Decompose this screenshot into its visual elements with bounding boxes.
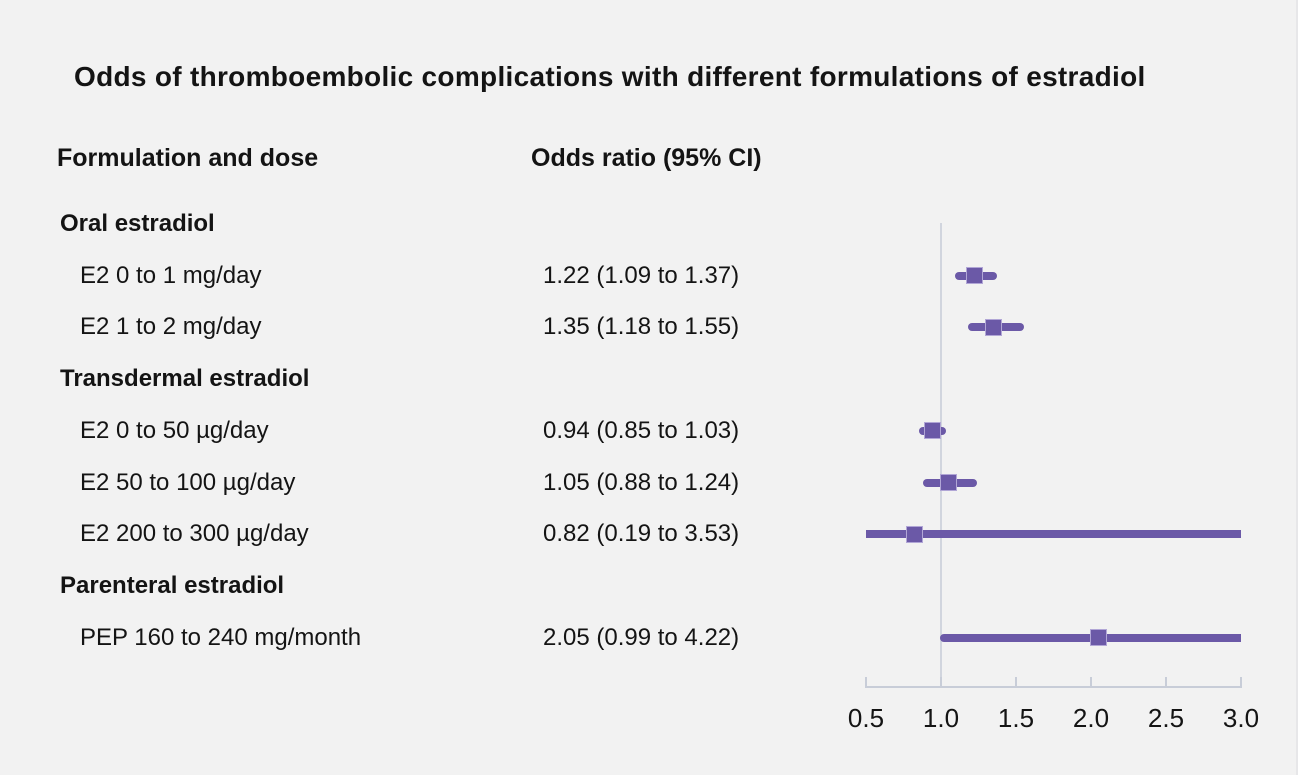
row-group-label: Oral estradiol [60, 210, 215, 237]
row-item-label: E2 0 to 1 mg/day [80, 261, 262, 289]
row-item-label: E2 1 to 2 mg/day [80, 313, 262, 341]
column-header-odds-ratio: Odds ratio (95% CI) [531, 144, 762, 172]
row-group-label: Parenteral estradiol [60, 571, 285, 599]
x-axis-tick-label: 0.5 [847, 703, 885, 733]
x-axis-tick-label: 3.0 [1222, 703, 1260, 733]
row-group-header: Oral estradiol [0, 198, 860, 250]
odds-ratio-value: 1.05 (0.88 to 1.24) [543, 468, 740, 496]
x-axis-tick [865, 677, 867, 686]
x-axis-tick [1090, 677, 1092, 686]
x-axis-tick-label: 2.5 [1147, 703, 1185, 733]
row-item: E2 0 to 50 µg/day 0.94 (0.85 to 1.03) [0, 405, 860, 457]
odds-ratio-value: 0.94 (0.85 to 1.03) [543, 416, 740, 444]
screenshot-right-edge [1296, 0, 1298, 775]
odds-ratio-value: 0.82 (0.19 to 3.53) [543, 520, 740, 548]
row-item: E2 200 to 300 µg/day 0.82 (0.19 to 3.53) [0, 508, 860, 560]
x-axis-tick-label: 1.5 [997, 703, 1035, 733]
row-item-label: E2 50 to 100 µg/day [80, 468, 296, 496]
x-axis-tick [1165, 677, 1167, 686]
x-axis-tick [940, 677, 942, 686]
confidence-interval-line [866, 530, 1241, 539]
x-axis-line [865, 686, 1242, 688]
row-item: E2 1 to 2 mg/day 1.35 (1.18 to 1.55) [0, 301, 860, 353]
odds-ratio-value: 1.22 (1.09 to 1.37) [543, 261, 740, 289]
row-item-label: E2 200 to 300 µg/day [80, 520, 309, 548]
x-axis-tick-label: 2.0 [1072, 703, 1110, 733]
x-axis-tick [1015, 677, 1017, 686]
odds-ratio-marker [923, 422, 941, 440]
odds-ratio-marker [1090, 629, 1107, 647]
reference-line-or-1 [940, 223, 942, 688]
row-item-label: E2 0 to 50 µg/day [80, 416, 269, 444]
row-group-header: Parenteral estradiol [0, 560, 860, 612]
row-group-label: Transdermal estradiol [60, 365, 310, 393]
odds-ratio-value: 2.05 (0.99 to 4.22) [543, 623, 740, 651]
chart-title: Odds of thromboembolic complications wit… [74, 61, 1146, 92]
odds-ratio-marker [905, 525, 923, 543]
row-group-header: Transdermal estradiol [0, 353, 860, 405]
odds-ratio-marker [965, 267, 983, 285]
odds-ratio-marker [985, 318, 1002, 336]
row-item: E2 50 to 100 µg/day 1.05 (0.88 to 1.24) [0, 457, 860, 509]
odds-ratio-marker [940, 474, 957, 491]
row-item-label: PEP 160 to 240 mg/month [80, 623, 362, 651]
row-item: E2 0 to 1 mg/day 1.22 (1.09 to 1.37) [0, 250, 860, 302]
x-axis-tick [1240, 677, 1242, 686]
x-axis-tick-label: 1.0 [922, 703, 960, 733]
row-item: PEP 160 to 240 mg/month 2.05 (0.99 to 4.2… [0, 612, 860, 664]
odds-ratio-value: 1.35 (1.18 to 1.55) [543, 313, 740, 341]
column-header-formulation-and-dose: Formulation and dose [57, 144, 319, 172]
